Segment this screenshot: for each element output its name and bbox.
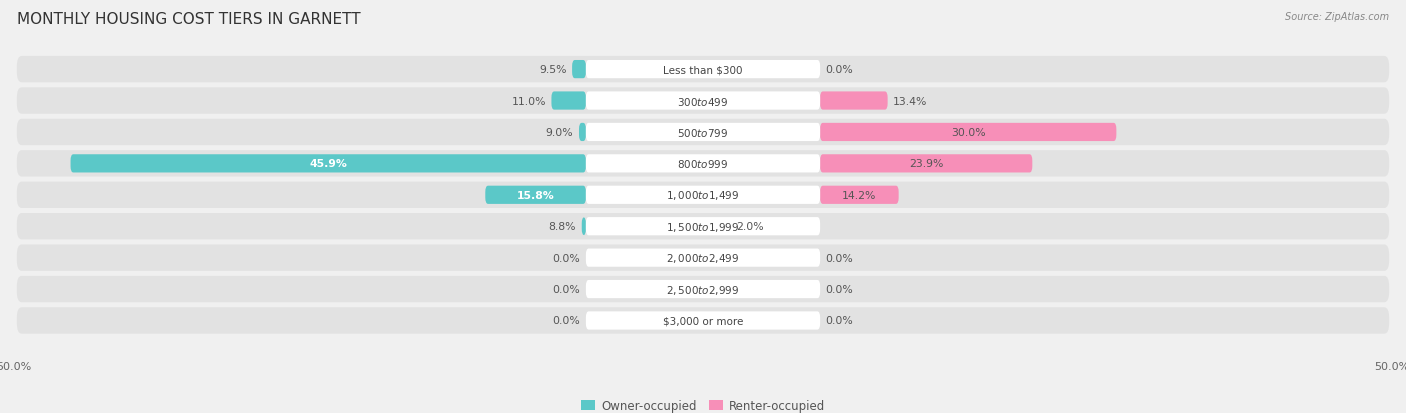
Text: 0.0%: 0.0% bbox=[553, 316, 581, 326]
FancyBboxPatch shape bbox=[586, 280, 820, 299]
FancyBboxPatch shape bbox=[551, 92, 586, 110]
Text: $1,000 to $1,499: $1,000 to $1,499 bbox=[666, 189, 740, 202]
FancyBboxPatch shape bbox=[572, 61, 586, 79]
Text: 2.0%: 2.0% bbox=[737, 222, 763, 232]
Text: 45.9%: 45.9% bbox=[309, 159, 347, 169]
Text: 9.5%: 9.5% bbox=[538, 65, 567, 75]
FancyBboxPatch shape bbox=[820, 123, 1116, 142]
FancyBboxPatch shape bbox=[17, 276, 1389, 302]
FancyBboxPatch shape bbox=[70, 155, 586, 173]
FancyBboxPatch shape bbox=[17, 214, 1389, 240]
FancyBboxPatch shape bbox=[579, 123, 586, 142]
Text: $800 to $999: $800 to $999 bbox=[678, 158, 728, 170]
FancyBboxPatch shape bbox=[820, 186, 898, 204]
FancyBboxPatch shape bbox=[582, 218, 586, 236]
Text: 11.0%: 11.0% bbox=[512, 96, 546, 106]
FancyBboxPatch shape bbox=[17, 182, 1389, 209]
Text: 0.0%: 0.0% bbox=[553, 285, 581, 294]
Text: $500 to $799: $500 to $799 bbox=[678, 127, 728, 139]
FancyBboxPatch shape bbox=[586, 249, 820, 267]
Text: 0.0%: 0.0% bbox=[825, 285, 853, 294]
Text: 8.8%: 8.8% bbox=[548, 222, 576, 232]
FancyBboxPatch shape bbox=[586, 61, 820, 79]
Text: MONTHLY HOUSING COST TIERS IN GARNETT: MONTHLY HOUSING COST TIERS IN GARNETT bbox=[17, 12, 360, 27]
FancyBboxPatch shape bbox=[17, 57, 1389, 83]
FancyBboxPatch shape bbox=[586, 155, 820, 173]
FancyBboxPatch shape bbox=[586, 92, 820, 110]
FancyBboxPatch shape bbox=[586, 312, 820, 330]
Text: 15.8%: 15.8% bbox=[517, 190, 554, 200]
Text: 13.4%: 13.4% bbox=[893, 96, 928, 106]
FancyBboxPatch shape bbox=[586, 218, 820, 236]
Text: 30.0%: 30.0% bbox=[950, 128, 986, 138]
Text: 0.0%: 0.0% bbox=[553, 253, 581, 263]
Text: Less than $300: Less than $300 bbox=[664, 65, 742, 75]
FancyBboxPatch shape bbox=[820, 92, 887, 110]
Text: $2,000 to $2,499: $2,000 to $2,499 bbox=[666, 252, 740, 264]
Text: 23.9%: 23.9% bbox=[910, 159, 943, 169]
Text: $1,500 to $1,999: $1,500 to $1,999 bbox=[666, 220, 740, 233]
FancyBboxPatch shape bbox=[17, 151, 1389, 177]
Text: 0.0%: 0.0% bbox=[825, 316, 853, 326]
FancyBboxPatch shape bbox=[820, 155, 1032, 173]
FancyBboxPatch shape bbox=[586, 186, 820, 204]
Text: 0.0%: 0.0% bbox=[825, 253, 853, 263]
FancyBboxPatch shape bbox=[17, 119, 1389, 146]
Text: 14.2%: 14.2% bbox=[842, 190, 876, 200]
FancyBboxPatch shape bbox=[17, 245, 1389, 271]
Text: 0.0%: 0.0% bbox=[825, 65, 853, 75]
Legend: Owner-occupied, Renter-occupied: Owner-occupied, Renter-occupied bbox=[576, 394, 830, 413]
FancyBboxPatch shape bbox=[17, 88, 1389, 114]
FancyBboxPatch shape bbox=[586, 123, 820, 142]
Text: $2,500 to $2,999: $2,500 to $2,999 bbox=[666, 283, 740, 296]
Text: $300 to $499: $300 to $499 bbox=[678, 95, 728, 107]
FancyBboxPatch shape bbox=[485, 186, 586, 204]
FancyBboxPatch shape bbox=[17, 308, 1389, 334]
Text: 9.0%: 9.0% bbox=[546, 128, 574, 138]
Text: Source: ZipAtlas.com: Source: ZipAtlas.com bbox=[1285, 12, 1389, 22]
Text: $3,000 or more: $3,000 or more bbox=[662, 316, 744, 326]
